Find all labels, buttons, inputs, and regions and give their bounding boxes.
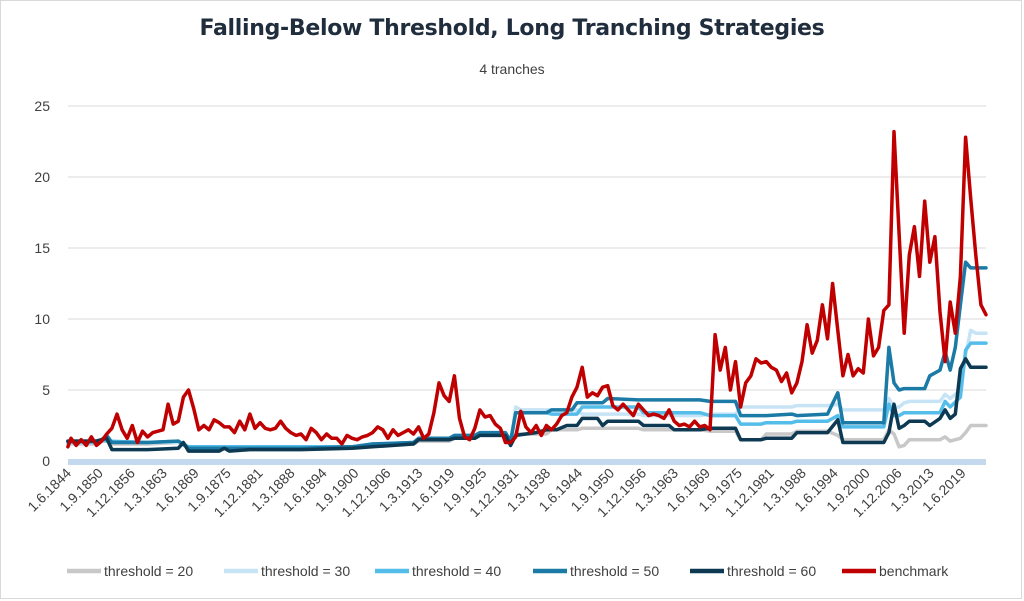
legend-label: threshold = 40 xyxy=(412,563,501,579)
gridlines xyxy=(68,105,986,465)
y-tick-label: 15 xyxy=(34,240,50,256)
y-tick-label: 5 xyxy=(42,382,50,398)
legend-label: threshold = 60 xyxy=(727,563,816,579)
legend-label: threshold = 50 xyxy=(570,563,659,579)
chart-title: Falling-Below Threshold, Long Tranching … xyxy=(199,16,825,41)
series-line-5 xyxy=(66,357,988,453)
legend-label: threshold = 30 xyxy=(261,563,350,579)
legend-label: benchmark xyxy=(879,563,949,579)
y-tick-label: 20 xyxy=(34,169,50,185)
series-line-6 xyxy=(66,129,988,449)
y-tick-label: 10 xyxy=(34,311,50,327)
legend-label: threshold = 20 xyxy=(104,563,193,579)
y-axis-ticks: 0 5 10 15 20 25 xyxy=(34,98,50,469)
series-lines xyxy=(66,129,988,453)
y-tick-label: 25 xyxy=(34,98,50,114)
chart-subtitle: 4 tranches xyxy=(479,61,545,77)
y-tick-label: 0 xyxy=(42,453,50,469)
x-axis-ticks: 1.6.18441.9.18501.12.18561.3.18631.6.186… xyxy=(24,465,969,521)
legend: threshold = 20 threshold = 30 threshold = … xyxy=(67,563,949,579)
